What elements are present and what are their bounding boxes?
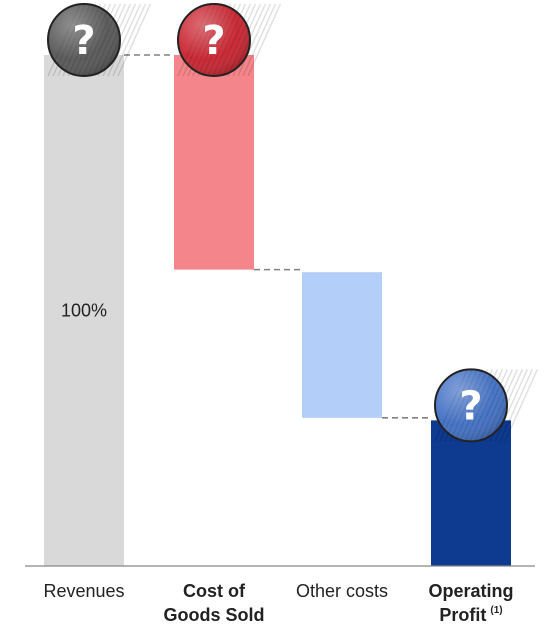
question-mark-icon: ? xyxy=(177,3,282,77)
tick-label-other-costs: Other costs xyxy=(296,581,388,601)
category-labels: Revenues Cost of Goods Sold Other costs Oper… xyxy=(43,581,513,625)
footnote-mark: (1) xyxy=(490,605,502,616)
bars-group: 100% xyxy=(44,55,511,566)
connector-lines xyxy=(124,54,431,419)
bar-operating-profit xyxy=(431,420,511,566)
bar-cost-of-goods-sold xyxy=(174,55,254,270)
tick-label-cost-of-goods-sold: Goods Sold xyxy=(164,605,265,625)
bar-revenues xyxy=(44,55,124,566)
svg-text:?: ? xyxy=(72,18,95,64)
question-markers: ??? xyxy=(47,3,539,443)
svg-text:?: ? xyxy=(459,383,482,429)
bar-other-costs xyxy=(302,272,382,418)
tick-label-operating-profit: Operating xyxy=(428,581,513,601)
question-mark-icon: ? xyxy=(47,3,152,77)
tick-label-cost-of-goods-sold: Cost of xyxy=(183,581,246,601)
question-mark-icon: ? xyxy=(434,368,539,443)
svg-text:?: ? xyxy=(202,18,225,64)
tick-label-operating-profit: Profit (1) xyxy=(439,605,502,625)
data-label-revenues: 100% xyxy=(61,301,107,321)
tick-label-revenues: Revenues xyxy=(43,581,124,601)
